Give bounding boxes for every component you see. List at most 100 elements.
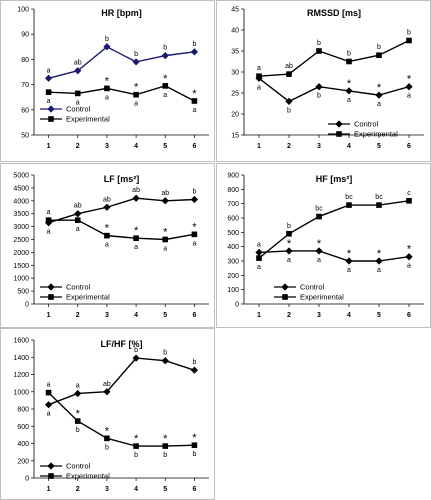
significance-letter: a bbox=[347, 97, 351, 104]
data-point bbox=[74, 217, 81, 223]
y-tick-label: 800 bbox=[227, 187, 239, 194]
significance-star: * bbox=[407, 244, 412, 256]
significance-star: * bbox=[287, 238, 292, 250]
x-tick-label: 1 bbox=[47, 312, 51, 319]
data-point bbox=[132, 354, 140, 362]
x-tick-label: 3 bbox=[105, 486, 109, 493]
y-tick-label: 25 bbox=[231, 91, 239, 98]
y-tick-label: 300 bbox=[227, 259, 239, 266]
significance-letter: ab bbox=[132, 187, 140, 194]
legend-entry: Experimental bbox=[300, 293, 344, 302]
significance-letter: a bbox=[192, 107, 196, 114]
y-tick-label: 0 bbox=[25, 476, 29, 483]
significance-letter: b bbox=[192, 451, 196, 458]
significance-letter: a bbox=[47, 209, 51, 216]
data-point bbox=[133, 91, 139, 98]
significance-letter: b bbox=[287, 223, 291, 230]
y-tick-label: 2000 bbox=[13, 250, 29, 257]
significance-letter: a bbox=[163, 92, 167, 99]
legend-entry: Control bbox=[354, 120, 379, 129]
significance-letter: ab bbox=[74, 60, 82, 67]
series-1: a a * a * a * a * a * bbox=[255, 238, 413, 274]
significance-letter: a bbox=[257, 241, 261, 248]
significance-letter: a bbox=[47, 411, 51, 418]
y-tick-label: 200 bbox=[17, 458, 29, 465]
panel-frame bbox=[216, 0, 431, 162]
significance-star: * bbox=[105, 425, 110, 437]
y-tick-label: 1500 bbox=[13, 263, 29, 270]
data-point bbox=[44, 74, 53, 82]
significance-letter: a bbox=[134, 101, 138, 108]
significance-star: * bbox=[192, 221, 197, 233]
legend-entry: Experimental bbox=[66, 293, 110, 302]
data-point bbox=[162, 443, 169, 449]
significance-letter: b bbox=[407, 30, 411, 37]
legend-swatch-marker bbox=[282, 294, 288, 300]
significance-letter: a bbox=[257, 264, 261, 271]
y-tick-label: 3500 bbox=[13, 211, 29, 218]
significance-letter: a bbox=[347, 267, 351, 274]
data-point bbox=[45, 89, 52, 95]
data-point bbox=[45, 389, 52, 396]
data-point bbox=[161, 51, 169, 60]
x-tick-label: 1 bbox=[257, 312, 261, 319]
x-tick-label: 6 bbox=[192, 312, 196, 319]
legend-swatch-marker bbox=[335, 120, 343, 128]
data-point bbox=[191, 98, 198, 104]
y-tick-label: 200 bbox=[227, 273, 239, 280]
data-point bbox=[376, 52, 382, 58]
legend-entry: Control bbox=[66, 283, 91, 292]
y-tick-label: 100 bbox=[17, 7, 29, 14]
series-line bbox=[258, 200, 410, 259]
data-point bbox=[316, 213, 322, 220]
data-point bbox=[190, 195, 199, 204]
panel-frame bbox=[0, 163, 215, 328]
significance-letter: ab bbox=[285, 63, 293, 70]
x-tick-label: 6 bbox=[192, 143, 196, 150]
x-tick-label: 3 bbox=[317, 312, 321, 319]
legend-entry: Control bbox=[300, 283, 325, 292]
data-point bbox=[256, 255, 262, 261]
series-1: a a ab b b b bbox=[44, 347, 199, 418]
data-point bbox=[191, 231, 198, 238]
x-tick-label: 5 bbox=[163, 312, 167, 319]
y-tick-label: 45 bbox=[231, 7, 239, 14]
legend-swatch-marker bbox=[281, 283, 289, 291]
x-tick-label: 5 bbox=[163, 486, 167, 493]
series-line bbox=[48, 197, 195, 224]
significance-letter: b bbox=[163, 350, 167, 357]
significance-letter: a bbox=[47, 98, 51, 105]
x-tick-label: 2 bbox=[76, 143, 80, 150]
data-point bbox=[406, 198, 412, 204]
data-point bbox=[103, 388, 111, 396]
significance-letter: b bbox=[192, 359, 196, 366]
significance-letter: b bbox=[105, 444, 109, 451]
significance-letter: ab bbox=[74, 203, 82, 210]
legend-swatch-marker bbox=[48, 473, 54, 479]
y-tick-label: 15 bbox=[231, 133, 239, 140]
series-line bbox=[48, 357, 195, 406]
data-point bbox=[103, 203, 111, 211]
panel-title: LF/HF [%] bbox=[101, 339, 143, 349]
series-2: a a a * a * a * a * bbox=[45, 73, 198, 114]
legend-entry: Experimental bbox=[66, 472, 110, 481]
x-tick-label: 2 bbox=[287, 312, 291, 319]
y-tick-label: 500 bbox=[17, 289, 29, 296]
significance-letter: ab bbox=[103, 381, 111, 388]
x-tick-label: 1 bbox=[47, 486, 51, 493]
significance-star: * bbox=[163, 433, 168, 445]
x-tick-label: 5 bbox=[163, 143, 167, 150]
significance-letter: b bbox=[317, 93, 321, 100]
legend-swatch-marker bbox=[336, 131, 342, 137]
significance-letter: a bbox=[76, 99, 80, 106]
series-2: a b bc bc bc c bbox=[256, 190, 412, 271]
y-tick-label: 70 bbox=[21, 82, 29, 89]
y-tick-label: 40 bbox=[231, 28, 239, 35]
significance-star: * bbox=[76, 408, 81, 420]
x-tick-label: 4 bbox=[134, 312, 138, 319]
significance-letter: b bbox=[134, 51, 138, 58]
data-point bbox=[74, 210, 82, 218]
significance-letter: b bbox=[163, 45, 167, 52]
